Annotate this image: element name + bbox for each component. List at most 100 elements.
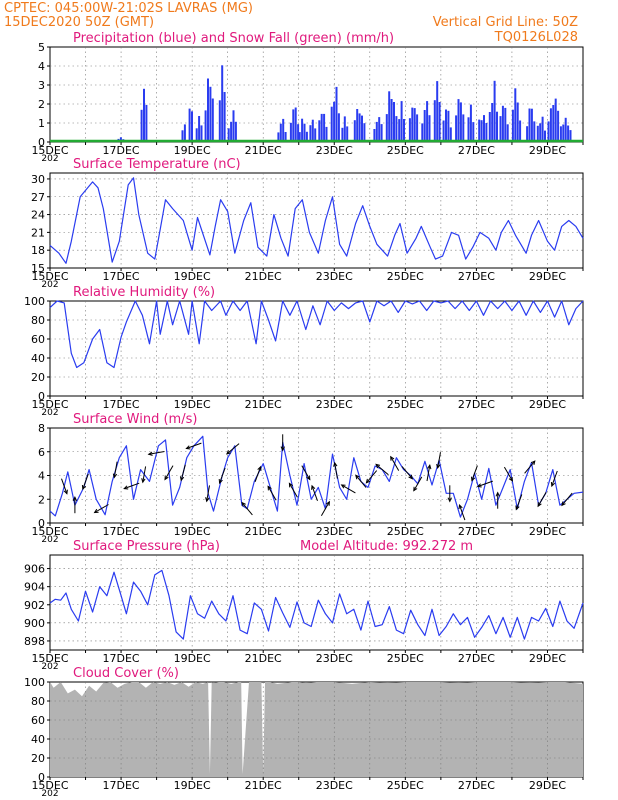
x-tick-label: 21DEC [245, 652, 282, 665]
y-tick-label: 906 [24, 563, 45, 576]
precip-bar [488, 112, 491, 142]
y-tick-label: 18 [31, 244, 45, 257]
y-tick-label: 2 [38, 98, 45, 111]
y-tick-label: 4 [38, 470, 45, 483]
y-tick-label: 21 [31, 226, 45, 239]
x-tick-label: 23DEC [316, 525, 353, 538]
precip-bar [467, 117, 470, 142]
wind-vector-head [436, 463, 441, 470]
wind-vector-head [408, 474, 414, 480]
wind-vector-head [306, 475, 311, 481]
precip-bar [311, 119, 314, 142]
panel-title: Surface Wind (m/s) [73, 412, 197, 427]
series-line-wind [49, 435, 584, 518]
series-line-press [49, 569, 584, 640]
x-tick-label: 15DEC [31, 270, 68, 283]
x-tick-label: 29DEC [529, 525, 566, 538]
wind-vector [82, 473, 89, 490]
precip-bar [361, 115, 363, 142]
x-tick-label: 15DEC [31, 525, 68, 538]
y-tick-label: 20 [31, 752, 45, 765]
wind-vector-head [537, 502, 542, 508]
wind-vector [124, 482, 140, 490]
wind-vector-head [147, 451, 153, 456]
wind-vector-head [471, 476, 476, 482]
panel-rh: 0 20 40 60 80 100 15DEC 17DEC 19DEC 21DEC 23DEC 25D… [24, 285, 584, 418]
precip-bar [330, 106, 333, 142]
x-tick-label: 25DEC [387, 144, 424, 157]
y-tick-label: 80 [31, 695, 45, 708]
wind-vector-head [413, 486, 418, 492]
precip-bar [277, 132, 280, 142]
precip-bar [496, 111, 498, 142]
precip-bar [459, 102, 462, 142]
y-tick-label: 0 [38, 390, 45, 403]
precip-bar [499, 116, 502, 142]
x-tick-label: 23DEC [316, 270, 353, 283]
chart-header: CPTEC: 045:00W-21:02S LAVRAS (MG) 15DEC2… [0, 0, 618, 48]
x-year-label: 202 [41, 662, 58, 672]
precip-bar [188, 108, 191, 142]
y-tick-label: 100 [24, 295, 45, 308]
wind-vector [61, 478, 68, 494]
y-tick-label: 8 [38, 422, 45, 435]
wind-vector-head [311, 484, 316, 490]
x-tick-label: 19DEC [174, 144, 211, 157]
precip-bar [337, 113, 340, 142]
precip-bar [303, 123, 306, 142]
precip-bar [564, 117, 567, 142]
precip-bar [198, 116, 201, 142]
x-tick-label: 23DEC [316, 398, 353, 411]
wind-vector [437, 452, 441, 468]
precip-bar [541, 116, 544, 142]
precip-bar [297, 124, 300, 142]
precip-bar [343, 116, 346, 142]
precip-bar [426, 101, 429, 142]
x-year-label: 202 [41, 280, 58, 290]
x-tick-label: 17DEC [103, 270, 140, 283]
wind-vector-head [218, 478, 223, 485]
wind-vector [459, 504, 466, 521]
y-tick-label: 900 [24, 617, 45, 630]
wind-vector [164, 465, 174, 480]
x-tick-label: 19DEC [174, 398, 211, 411]
precip-bar [519, 120, 522, 142]
wind-vector-head [257, 465, 262, 471]
panel-press: 898 900 902 904 906 15DEC 17DEC 19DEC 21DEC 23DEC… [24, 539, 584, 672]
x-tick-label: 27DEC [458, 779, 495, 792]
y-tick-label: 20 [31, 371, 45, 384]
precip-bar [375, 121, 378, 142]
y-tick-label: 898 [24, 635, 45, 648]
wind-vector-head [427, 464, 432, 470]
precip-bar [413, 108, 416, 142]
precip-bar [195, 128, 198, 142]
precip-bar [191, 111, 193, 142]
x-year-label: 202 [41, 535, 58, 545]
x-tick-label: 15DEC [31, 398, 68, 411]
wind-vector [334, 462, 338, 479]
y-tick-label: 5 [38, 41, 45, 54]
precip-bar [436, 81, 439, 142]
x-tick-label: 21DEC [245, 525, 282, 538]
y-tick-label: 80 [31, 314, 45, 327]
precip-bar [567, 125, 570, 142]
x-tick-label: 25DEC [387, 652, 424, 665]
precip-bar [335, 86, 338, 142]
series-line-temp [49, 177, 584, 264]
precip-bar [218, 100, 221, 142]
wind-vector-head [164, 475, 169, 481]
wind-vector [142, 466, 147, 483]
precip-bar [232, 110, 235, 142]
x-tick-label: 19DEC [174, 779, 211, 792]
wind-vector [180, 464, 186, 481]
wind-vector [477, 480, 493, 487]
precip-bar [455, 115, 458, 142]
panel-title: Cloud Cover (%) [73, 666, 179, 681]
wind-vector-head [123, 485, 129, 490]
x-tick-label: 27DEC [458, 270, 495, 283]
precip-bar [204, 110, 207, 142]
wind-vector [413, 476, 423, 491]
y-tick-label: 40 [31, 733, 45, 746]
wind-vector [390, 456, 400, 471]
x-tick-label: 19DEC [174, 270, 211, 283]
